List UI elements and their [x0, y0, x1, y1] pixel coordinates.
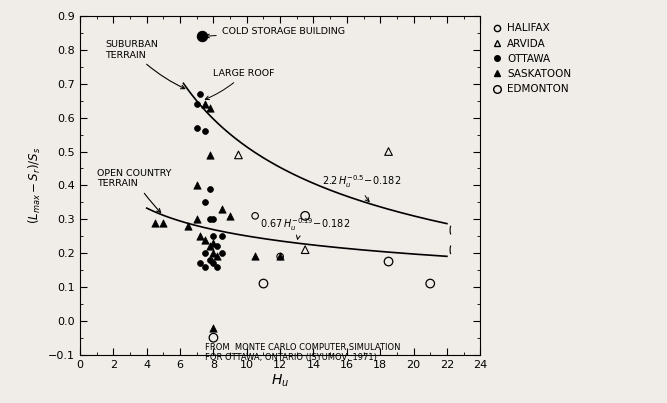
Point: [191, 101, 202, 107]
Text: $2.2\,H_u^{-0.5}\!-\!0.182$: $2.2\,H_u^{-0.5}\!-\!0.182$: [321, 174, 401, 202]
Y-axis label: $(L_{max} - S_r) / S_s$: $(L_{max} - S_r) / S_s$: [27, 147, 43, 224]
Point: [249, 213, 260, 219]
Point: [205, 216, 215, 222]
Point: [205, 185, 215, 192]
Point: [225, 213, 235, 219]
Point: [258, 280, 269, 287]
X-axis label: $H_u$: $H_u$: [271, 372, 289, 388]
Point: [200, 264, 211, 270]
Text: $0.67\,H_u^{-0.19}\!-\!0.182$: $0.67\,H_u^{-0.19}\!-\!0.182$: [260, 216, 350, 239]
Point: [205, 243, 215, 249]
Point: [195, 233, 205, 239]
Point: [205, 152, 215, 158]
Point: [211, 243, 222, 249]
Point: [425, 280, 436, 287]
Point: [300, 247, 311, 253]
Point: [195, 260, 205, 266]
Text: COLD STORAGE BUILDING: COLD STORAGE BUILDING: [205, 27, 345, 38]
Point: [216, 250, 227, 256]
Point: [208, 233, 219, 239]
Point: [200, 128, 211, 135]
Point: [200, 199, 211, 206]
Point: [383, 148, 394, 155]
Point: [216, 206, 227, 212]
Point: [208, 260, 219, 266]
Point: [200, 236, 211, 243]
Point: [300, 213, 311, 219]
Text: FROM  MONTE CARLO COMPUTER SIMULATION
FOR OTTAWA, ONTARIO (ISYUMOV, 1971): FROM MONTE CARLO COMPUTER SIMULATION FOR…: [205, 343, 401, 362]
Point: [208, 250, 219, 256]
Point: [191, 216, 202, 222]
Point: [383, 258, 394, 265]
Point: [149, 219, 160, 226]
Point: [200, 250, 211, 256]
Point: [211, 253, 222, 260]
Text: SUBURBAN
TERRAIN: SUBURBAN TERRAIN: [105, 40, 185, 89]
Legend: HALIFAX, ARVIDA, OTTAWA, SASKATOON, EDMONTON: HALIFAX, ARVIDA, OTTAWA, SASKATOON, EDMO…: [490, 21, 574, 96]
Point: [208, 240, 219, 246]
Text: OPEN COUNTRY
TERRAIN: OPEN COUNTRY TERRAIN: [97, 169, 171, 212]
Point: [191, 182, 202, 189]
Point: [249, 253, 260, 260]
Point: [191, 125, 202, 131]
Point: [233, 152, 244, 158]
Point: [208, 334, 219, 341]
Point: [158, 219, 169, 226]
Point: [275, 253, 285, 260]
Point: [208, 324, 219, 331]
Point: [205, 104, 215, 111]
Point: [211, 264, 222, 270]
Point: [275, 253, 285, 260]
Point: [208, 216, 219, 222]
Point: [205, 257, 215, 263]
Point: [196, 33, 207, 39]
Point: [200, 101, 211, 107]
Point: [195, 91, 205, 97]
Text: LARGE ROOF: LARGE ROOF: [205, 69, 275, 100]
Point: [183, 223, 194, 229]
Point: [216, 233, 227, 239]
